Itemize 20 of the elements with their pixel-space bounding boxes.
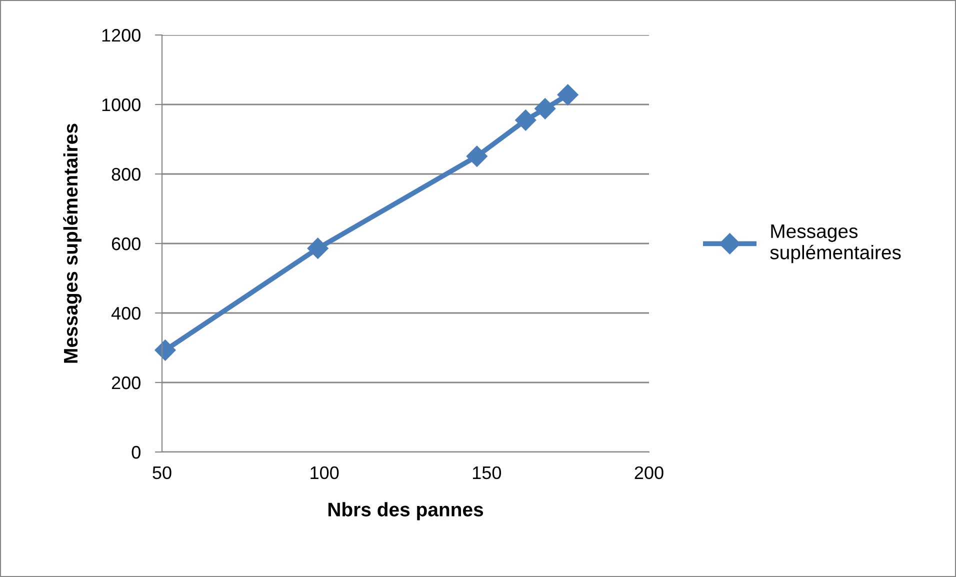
x-tick-label: 50 (152, 466, 172, 480)
x-tick-label: 150 (472, 466, 502, 480)
x-tick-label: 100 (310, 466, 339, 480)
point (534, 98, 556, 120)
y-tick-label: 0 (132, 446, 140, 459)
x-axis-title: Nbrs des pannes (328, 502, 484, 520)
y-tick-label: 600 (112, 237, 140, 250)
x-tick-label: 200 (634, 466, 664, 480)
y-tick-label: 400 (111, 306, 140, 320)
y-tick-label: 800 (112, 168, 140, 181)
y-tick-label: 200 (112, 376, 140, 390)
y-axis-title: Messages suplémentaires (63, 124, 82, 363)
point (307, 238, 328, 259)
point (154, 340, 176, 361)
point (466, 146, 488, 167)
point (515, 110, 536, 131)
y-tick-label: 1000 (102, 98, 140, 112)
y-tick-label: 1200 (102, 28, 140, 42)
point (557, 84, 578, 106)
legend-label: Messages suplémentaires (770, 224, 901, 264)
